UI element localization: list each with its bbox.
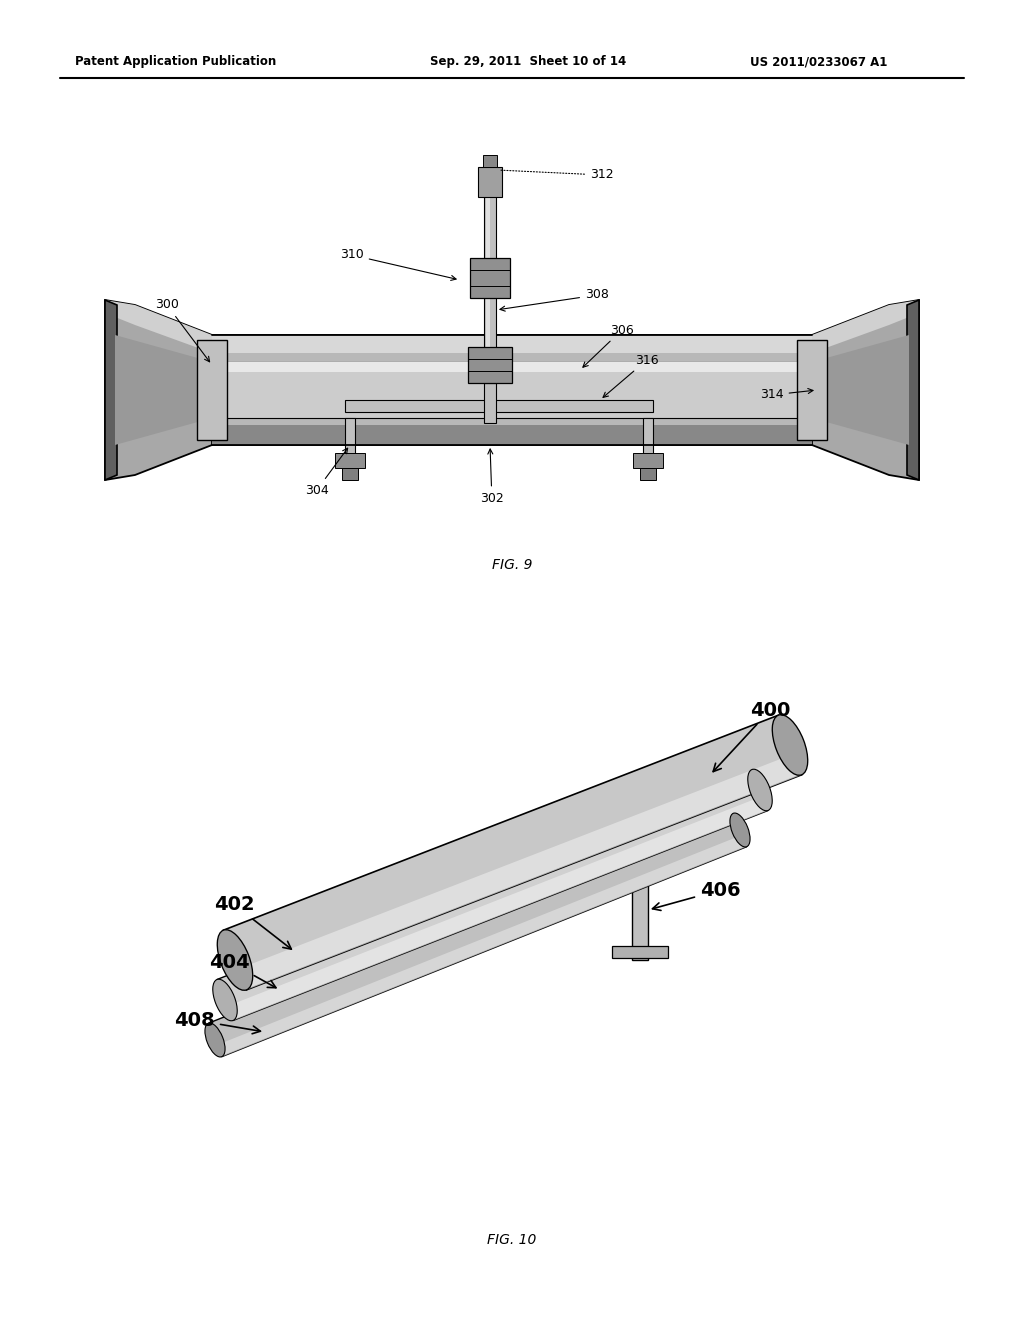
Polygon shape xyxy=(470,257,510,298)
Polygon shape xyxy=(812,335,909,445)
Polygon shape xyxy=(612,946,668,958)
Polygon shape xyxy=(345,418,355,469)
Polygon shape xyxy=(342,469,358,480)
Polygon shape xyxy=(478,168,502,197)
Polygon shape xyxy=(812,300,919,480)
Polygon shape xyxy=(812,300,919,352)
Polygon shape xyxy=(105,300,212,352)
Ellipse shape xyxy=(730,813,750,847)
Polygon shape xyxy=(486,190,490,362)
Text: FIG. 10: FIG. 10 xyxy=(487,1233,537,1247)
Ellipse shape xyxy=(217,929,253,990)
Polygon shape xyxy=(907,300,919,480)
Ellipse shape xyxy=(213,979,238,1020)
Polygon shape xyxy=(632,870,648,960)
Polygon shape xyxy=(212,362,812,372)
Text: Sep. 29, 2011  Sheet 10 of 14: Sep. 29, 2011 Sheet 10 of 14 xyxy=(430,55,627,69)
Text: 406: 406 xyxy=(652,880,740,911)
Text: 310: 310 xyxy=(340,248,456,280)
Text: 400: 400 xyxy=(713,701,791,772)
Polygon shape xyxy=(115,335,212,445)
Text: 304: 304 xyxy=(305,449,347,496)
Polygon shape xyxy=(633,453,663,469)
Text: 312: 312 xyxy=(500,169,613,181)
Text: 300: 300 xyxy=(155,298,210,362)
Ellipse shape xyxy=(205,1023,225,1057)
Text: 408: 408 xyxy=(174,1011,260,1034)
Polygon shape xyxy=(345,400,653,412)
Text: US 2011/0233067 A1: US 2011/0233067 A1 xyxy=(750,55,888,69)
Text: 302: 302 xyxy=(480,449,504,504)
Text: 314: 314 xyxy=(760,388,813,401)
Polygon shape xyxy=(239,754,802,990)
Polygon shape xyxy=(643,418,653,469)
Text: 306: 306 xyxy=(583,323,634,367)
Polygon shape xyxy=(217,770,768,1020)
Polygon shape xyxy=(105,300,212,480)
Polygon shape xyxy=(212,362,812,418)
Text: FIG. 9: FIG. 9 xyxy=(492,558,532,572)
Polygon shape xyxy=(640,469,656,480)
Text: 308: 308 xyxy=(500,289,609,312)
Polygon shape xyxy=(484,383,496,422)
Ellipse shape xyxy=(748,770,772,810)
Polygon shape xyxy=(212,335,812,352)
Polygon shape xyxy=(223,715,802,990)
Polygon shape xyxy=(212,335,812,445)
Polygon shape xyxy=(484,190,496,362)
Ellipse shape xyxy=(772,714,808,775)
Polygon shape xyxy=(227,796,768,1020)
Polygon shape xyxy=(212,425,812,445)
Polygon shape xyxy=(797,341,827,440)
Polygon shape xyxy=(105,300,117,480)
Polygon shape xyxy=(212,425,812,445)
Polygon shape xyxy=(335,453,365,469)
Text: Patent Application Publication: Patent Application Publication xyxy=(75,55,276,69)
Polygon shape xyxy=(197,341,227,440)
Text: 402: 402 xyxy=(214,895,292,949)
Text: 404: 404 xyxy=(209,953,275,987)
Polygon shape xyxy=(208,813,746,1057)
Text: 316: 316 xyxy=(603,354,658,397)
Polygon shape xyxy=(468,347,512,383)
Polygon shape xyxy=(483,154,497,168)
Polygon shape xyxy=(217,836,746,1057)
